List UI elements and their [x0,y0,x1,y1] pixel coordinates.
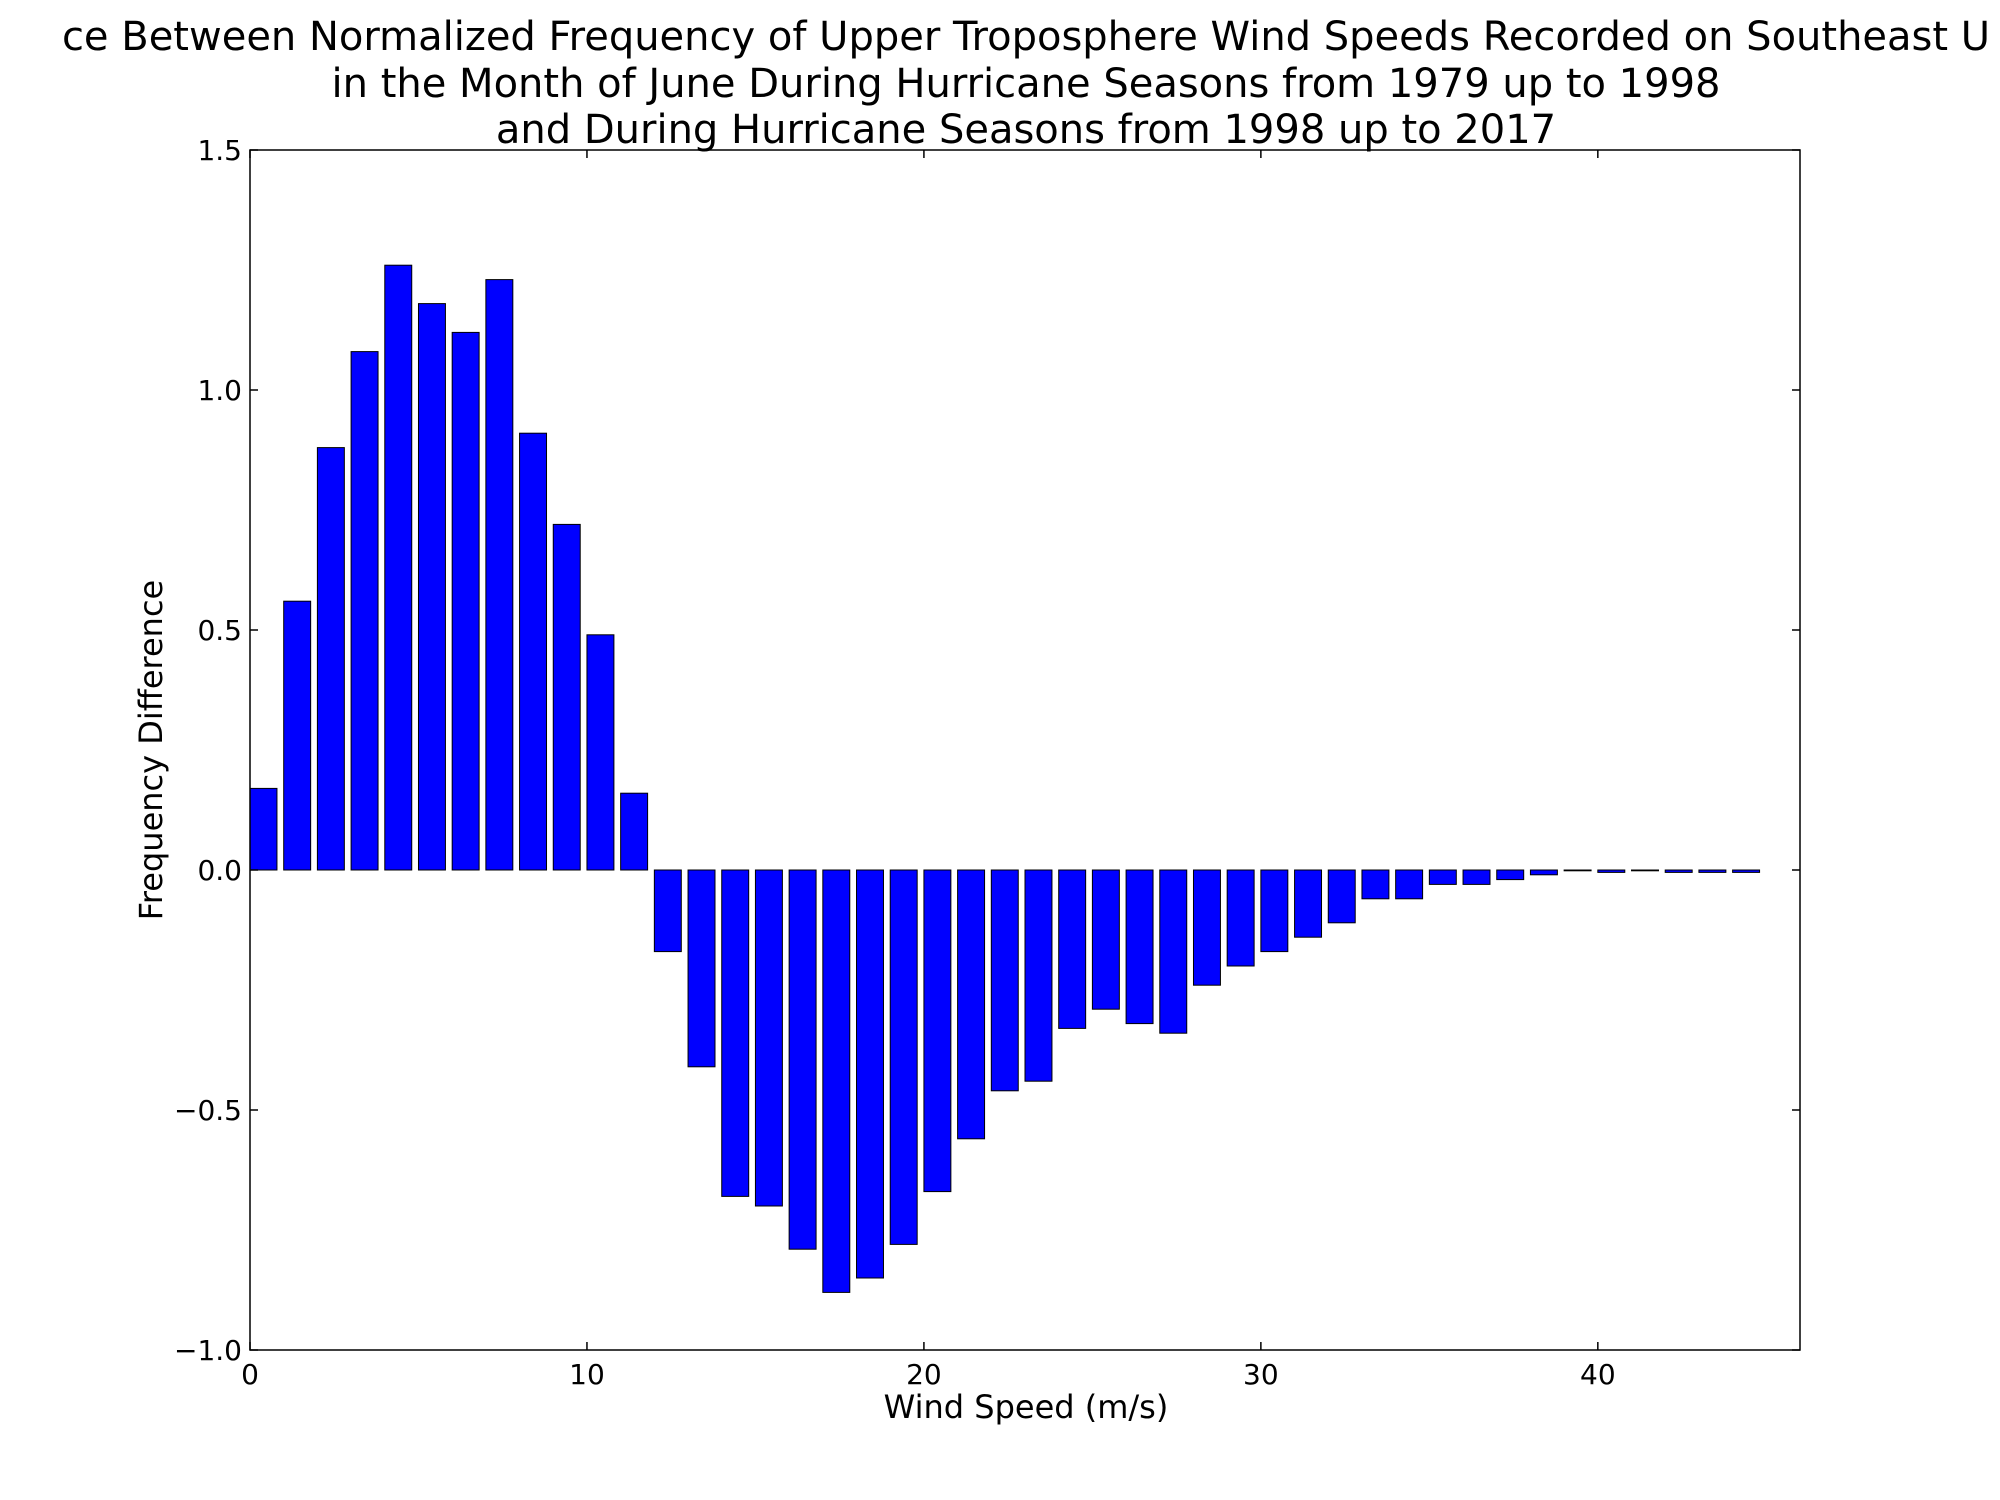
plot-frame [249,149,1801,1351]
bar-17 [822,869,851,1293]
bar-25 [1091,869,1120,1010]
bar-30 [1260,869,1289,953]
bar-21 [957,869,986,1140]
bar-35 [1428,869,1457,885]
y-tick-label: 0.0 [197,854,242,887]
bar-22 [990,869,1019,1092]
bar-32 [1327,869,1356,924]
bar-7 [485,279,514,871]
y-tick-label: 1.5 [197,134,242,167]
x-tick-label: 30 [1243,1358,1279,1391]
bar-8 [519,432,548,871]
bar-0 [249,787,278,871]
chart-title-line-3: and During Hurricane Seasons from 1998 u… [496,107,1556,153]
bar-3 [350,351,379,871]
bar-40 [1597,869,1626,873]
y-tick-label: −1.0 [174,1334,242,1367]
chart-title-line-1: ce Between Normalized Frequency of Upper… [62,14,1990,60]
bar-10 [586,634,615,871]
bar-5 [417,303,446,871]
bar-26 [1125,869,1154,1025]
bar-13 [687,869,716,1068]
axis-ticks: 0 10 20 30 40 −1.0 −0.5 0.0 0.5 1.0 1.5 [174,134,1800,1391]
x-tick-label: 20 [906,1358,942,1391]
bar-24 [1058,869,1087,1029]
bar-12 [653,869,682,953]
bar-29 [1226,869,1255,967]
bar-36 [1462,869,1491,885]
x-tick-label: 40 [1580,1358,1616,1391]
x-axis-label: Wind Speed (m/s) [884,1388,1169,1426]
bar-31 [1294,869,1323,938]
bar-43 [1698,869,1727,873]
bar-18 [856,869,884,1279]
bar-14 [721,869,750,1197]
bar-41 [1631,869,1659,872]
y-axis-label: Frequency Difference [132,580,170,920]
bar-4 [384,264,413,871]
bar-23 [1024,869,1053,1082]
x-tick-label: 0 [241,1358,259,1391]
x-tick-label: 10 [569,1358,605,1391]
bar-28 [1192,869,1221,986]
y-tick-label: 1.0 [197,374,242,407]
bar-37 [1496,869,1525,881]
bar-2 [316,447,345,871]
bar-6 [451,331,480,871]
bar-11 [620,792,649,871]
bar-27 [1159,869,1188,1034]
bar-33 [1361,869,1390,900]
bar-34 [1395,869,1424,900]
y-tick-label: 0.5 [197,614,242,647]
bar-1 [283,600,312,871]
bar-20 [923,869,952,1193]
chart-title-line-2: in the Month of June During Hurricane Se… [332,61,1721,107]
bar-42 [1664,869,1693,873]
bar-15 [754,869,783,1207]
bar-39 [1563,869,1592,872]
y-tick-label: −0.5 [174,1094,242,1127]
bar-19 [889,869,918,1245]
bar-38 [1529,869,1558,876]
bar-series [249,264,1761,1293]
bar-16 [788,869,817,1250]
bar-9 [552,523,581,871]
bar-44 [1732,869,1761,873]
